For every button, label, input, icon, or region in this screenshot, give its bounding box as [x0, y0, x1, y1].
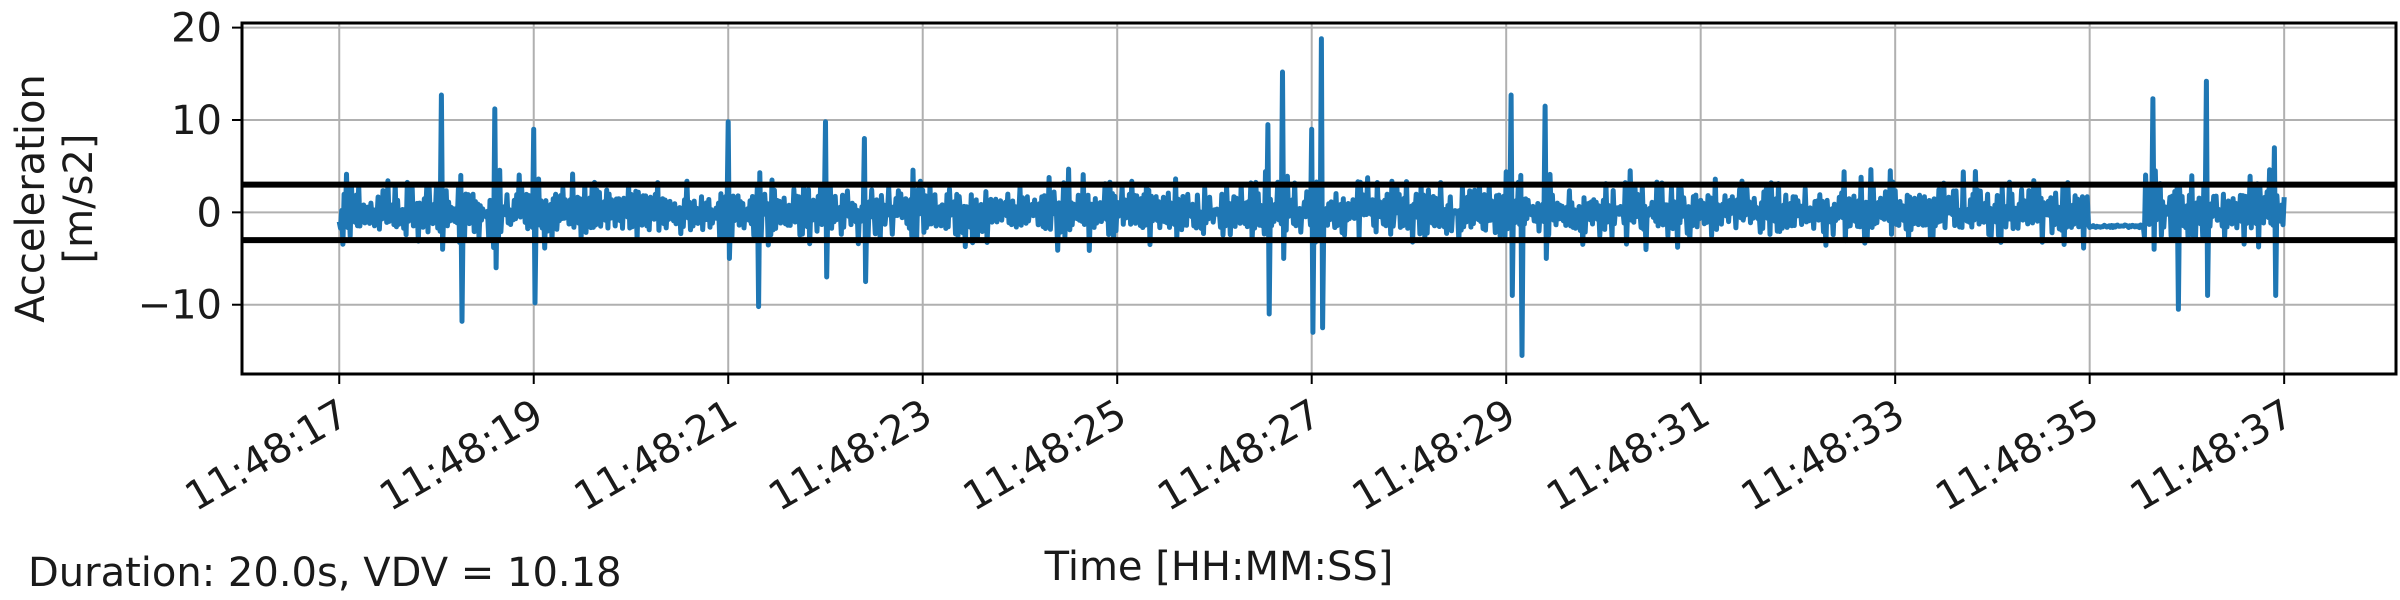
x-tick-label: 11:48:25 [956, 391, 1135, 521]
x-tick-label: 11:48:29 [1345, 391, 1524, 521]
x-tick-label: 11:48:27 [1150, 391, 1329, 521]
y-tick-label: 10 [171, 98, 222, 144]
duration-vdv-note: Duration: 20.0s, VDV = 10.18 [28, 550, 622, 596]
acceleration-series-line [336, 36, 2287, 358]
y-tick-label: 0 [197, 190, 222, 236]
x-axis-label: Time [HH:MM:SS] [1044, 544, 1394, 590]
series-layer [336, 36, 2287, 358]
x-tick-label: 11:48:35 [1928, 391, 2107, 521]
x-tick-label: 11:48:21 [567, 391, 746, 521]
plot-frame [240, 21, 2398, 376]
x-tick-label: 11:48:33 [1734, 391, 1913, 521]
y-axis-unit: [m/s2] [56, 134, 102, 264]
x-tick-label: 11:48:31 [1539, 391, 1718, 521]
x-tick-label: 11:48:19 [372, 391, 551, 521]
y-axis-label: Acceleration [8, 74, 54, 323]
reference-lines [242, 181, 2396, 244]
y-tick-label: −10 [138, 283, 222, 329]
x-tick-label: 11:48:37 [2123, 391, 2302, 521]
x-tick-label: 11:48:17 [178, 391, 357, 521]
y-tick-label: 20 [171, 6, 222, 52]
x-tick-label: 11:48:23 [761, 391, 940, 521]
